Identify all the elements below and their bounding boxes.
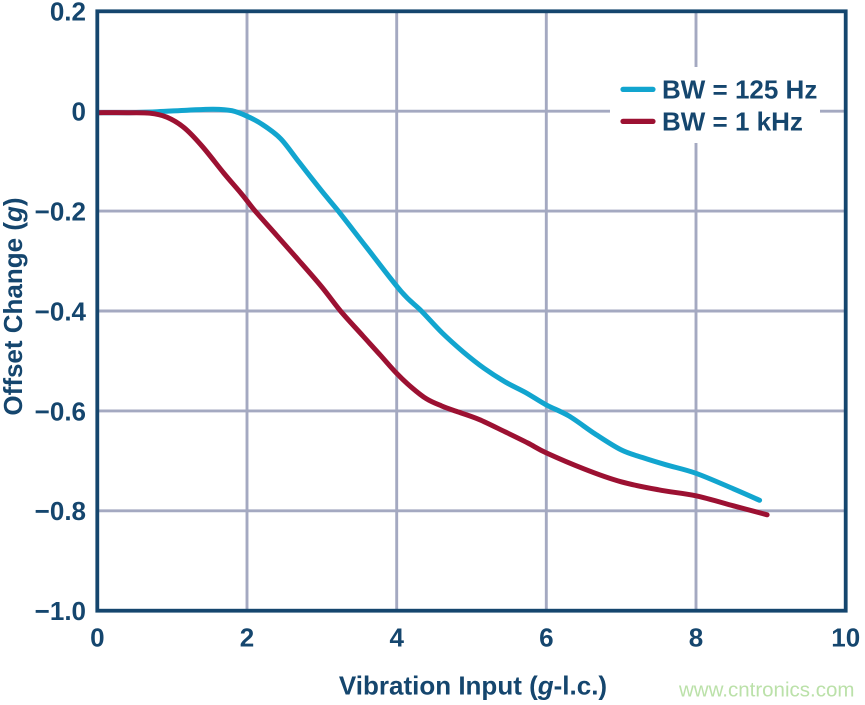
svg-text:0: 0 xyxy=(90,622,104,652)
svg-text:0.2: 0.2 xyxy=(50,0,86,27)
svg-text:2: 2 xyxy=(240,622,254,652)
svg-text:8: 8 xyxy=(689,622,703,652)
svg-text:10: 10 xyxy=(831,622,860,652)
svg-text:−0.8: −0.8 xyxy=(35,496,86,526)
svg-text:−0.2: −0.2 xyxy=(35,197,86,227)
svg-text:0: 0 xyxy=(72,97,86,127)
svg-text:www.cntronics.com: www.cntronics.com xyxy=(678,678,854,701)
svg-text:6: 6 xyxy=(539,622,553,652)
svg-text:−1.0: −1.0 xyxy=(35,596,86,626)
svg-text:BW = 125 Hz: BW = 125 Hz xyxy=(662,75,817,105)
svg-text:Vibration Input (g-l.c.): Vibration Input (g-l.c.) xyxy=(339,671,607,701)
svg-text:−0.4: −0.4 xyxy=(35,296,87,326)
svg-text:4: 4 xyxy=(389,622,404,652)
svg-text:BW = 1 kHz: BW = 1 kHz xyxy=(662,107,803,137)
svg-text:Offset Change (g): Offset Change (g) xyxy=(0,197,28,415)
svg-text:−0.6: −0.6 xyxy=(35,396,86,426)
